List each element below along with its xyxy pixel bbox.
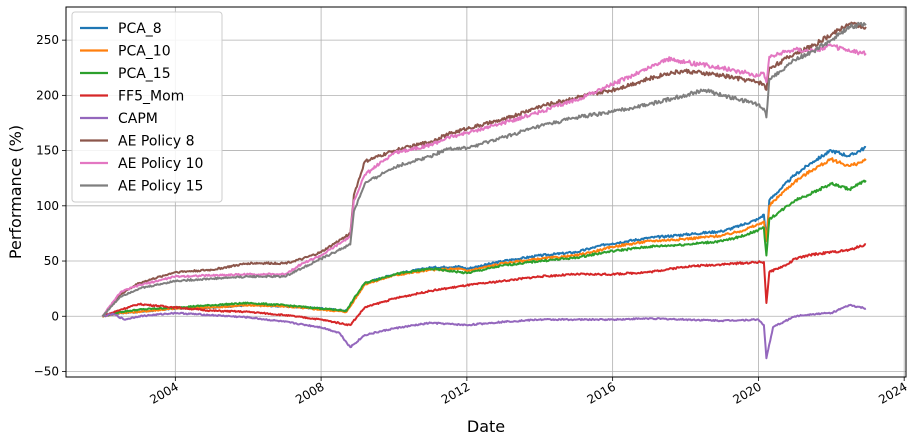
legend-label: PCA_10 — [118, 44, 171, 60]
series-line — [101, 21, 867, 317]
legend-label: CAPM — [118, 111, 158, 127]
series-line — [102, 157, 867, 318]
series-line — [101, 21, 867, 318]
series-line — [101, 243, 867, 327]
y-tick-label: −50 — [34, 364, 59, 378]
series-line — [101, 43, 867, 317]
series-line — [101, 303, 867, 360]
y-tick-label: 200 — [36, 88, 59, 102]
plot-frame — [65, 6, 907, 378]
y-tick-label: 50 — [44, 254, 59, 268]
x-axis-title: Date — [467, 417, 505, 436]
legend-label: AE Policy 8 — [118, 134, 195, 150]
y-tick-label: 0 — [51, 309, 59, 323]
legend-label: PCA_15 — [118, 66, 171, 82]
legend-box — [71, 11, 223, 203]
y-axis-title: Performance (%) — [6, 125, 25, 259]
series-layer — [101, 21, 867, 360]
legend: PCA_8 PCA_10 PCA_15 FF5_Mom CAPM AE Policy 8 A… — [71, 11, 223, 203]
legend-label: PCA_8 — [118, 21, 162, 37]
y-axis: −50 0 50 100 150 200 250 — [34, 33, 66, 378]
series-line — [102, 179, 867, 318]
legend-label: AE Policy 10 — [118, 156, 203, 172]
y-tick-label: 100 — [36, 199, 59, 213]
y-tick-label: 250 — [36, 33, 59, 47]
legend-label: FF5_Mom — [118, 89, 184, 105]
legend-label: AE Policy 15 — [118, 179, 203, 195]
y-tick-label: 150 — [36, 144, 59, 158]
